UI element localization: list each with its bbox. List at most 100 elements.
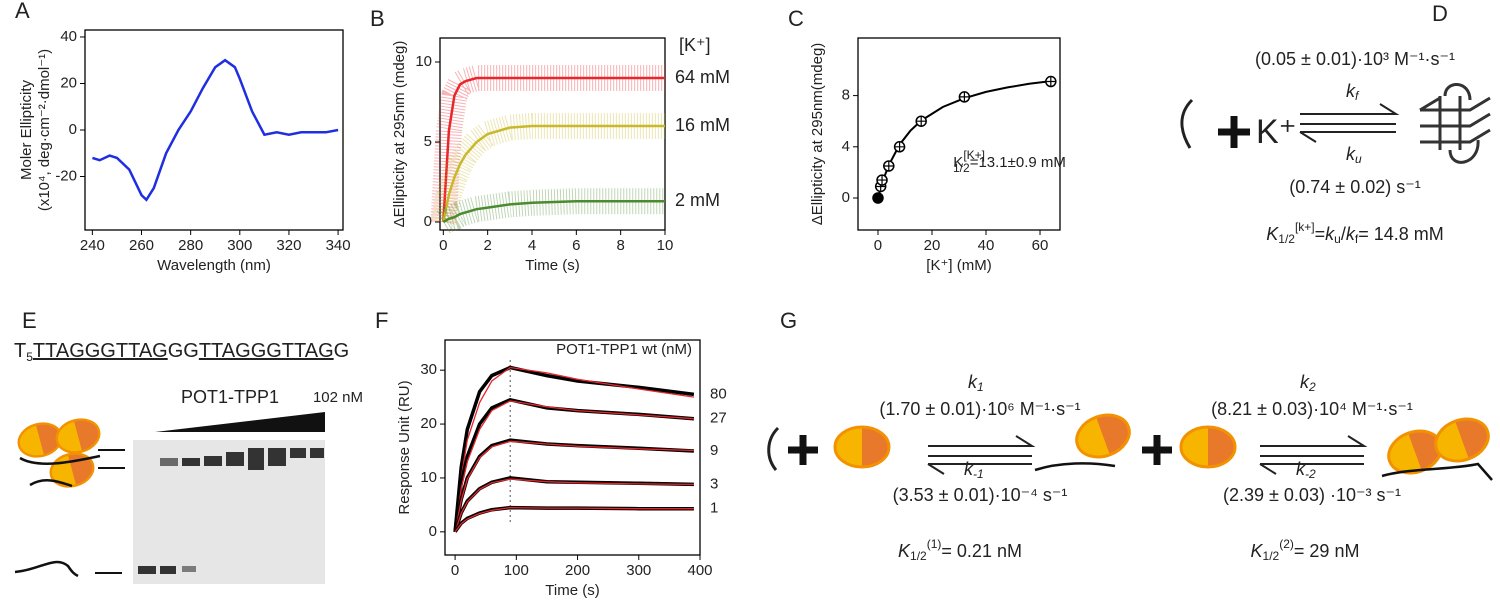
plot-frame xyxy=(857,37,1061,231)
line xyxy=(453,438,694,533)
legend-title: [K⁺] xyxy=(679,35,711,55)
x-tick-label: 0 xyxy=(874,237,882,254)
seq-part: T xyxy=(14,340,26,362)
eq-part: = 29 nM xyxy=(1294,541,1360,561)
protein-label: POT1-TPP1 xyxy=(181,387,279,407)
panel-label: B xyxy=(370,6,385,31)
equilibrium-constant: K1/2(1)= 0.21 nM xyxy=(898,537,1022,563)
rate: (3.53 ± 0.01)·10⁻⁴ s⁻¹ xyxy=(893,485,1068,505)
panel-label: C xyxy=(788,6,804,31)
gel-bands xyxy=(138,448,324,574)
protein xyxy=(835,427,889,467)
fit-line xyxy=(454,400,694,532)
point-cross xyxy=(1045,76,1056,87)
x-tick-label: 4 xyxy=(528,237,536,254)
series-label: 64 mM xyxy=(675,67,730,87)
arrow-fwd xyxy=(1260,435,1368,457)
y-tick-label: 0 xyxy=(429,523,437,540)
x-tick-label: 300 xyxy=(626,562,651,579)
sub: -2 xyxy=(1305,467,1316,481)
plot-frame xyxy=(439,37,666,231)
y-axis-label: (x10⁴, deg·cm⁻²·dmol⁻¹) xyxy=(36,49,53,211)
sequence: T5TTAGGGTTAGGGTTAGGGTTAGG xyxy=(14,340,349,364)
x-tick-label: 260 xyxy=(129,237,154,254)
plus xyxy=(1218,116,1250,148)
protein xyxy=(1181,427,1235,467)
line xyxy=(442,124,665,223)
rate-constant: k-1 xyxy=(964,459,984,481)
panel-e: E T5TTAGGGTTAGGGTTAGGGTTAGG POT1-TPP1 10… xyxy=(14,308,363,584)
line xyxy=(453,505,694,533)
eq-part: u xyxy=(1334,232,1341,246)
seq-part: TTAGGGTTAG xyxy=(33,340,168,362)
plot-frame xyxy=(444,339,701,556)
plus xyxy=(1142,435,1172,465)
rate-constant: kf xyxy=(1346,81,1360,103)
y-axis-label: ΔEllipticity at 295nm (mdeg) xyxy=(391,41,408,228)
x-tick-label: 100 xyxy=(504,562,529,579)
y-tick-label: 8 xyxy=(842,87,850,104)
x-tick-label: 2 xyxy=(483,237,491,254)
x-tick-label: 400 xyxy=(687,562,712,579)
rate-constant: k1 xyxy=(968,372,984,394)
eq-part: k xyxy=(1325,224,1335,244)
rate: (0.74 ± 0.02) s⁻¹ xyxy=(1289,177,1420,197)
eq-part: = xyxy=(1315,224,1326,244)
seq-part: TTAGGGTTAG xyxy=(199,340,334,362)
y-tick-label: 10 xyxy=(420,469,437,486)
fit-line xyxy=(454,478,694,533)
panel-label: E xyxy=(22,308,37,333)
y-axis-label: Response Unit (RU) xyxy=(396,380,413,514)
annotation-part: [K+] xyxy=(963,148,985,162)
seq-part: 5 xyxy=(26,350,33,364)
eq-part: K xyxy=(1266,224,1279,244)
k: k xyxy=(1346,81,1356,101)
series-label: 80 xyxy=(710,385,727,402)
fit-line xyxy=(454,506,694,533)
eq-part: 1/2 xyxy=(910,549,927,563)
annotation-part: 1/2 xyxy=(953,161,970,175)
eq-part: K xyxy=(898,541,911,561)
x-tick-label: 8 xyxy=(616,237,624,254)
x-axis-label: Time (s) xyxy=(545,582,599,599)
line xyxy=(442,76,665,223)
line xyxy=(453,476,694,533)
arrow-rev xyxy=(1299,131,1396,143)
x-tick-label: 340 xyxy=(326,237,351,254)
quadruplex xyxy=(1419,83,1491,164)
series-label: 2 mM xyxy=(675,190,720,210)
y-tick-label: 10 xyxy=(415,53,432,70)
annotation-part: =13.1±0.9 mM xyxy=(970,154,1066,171)
y-tick-label: -20 xyxy=(55,167,77,184)
arrow-rev xyxy=(1259,463,1364,475)
k: k xyxy=(968,372,978,392)
x-axis-label: [K⁺] (mM) xyxy=(926,257,991,274)
y-tick-label: 4 xyxy=(842,138,850,155)
x-tick-label: 40 xyxy=(978,237,995,254)
eq-part: 1/2 xyxy=(1263,549,1280,563)
point xyxy=(872,192,884,204)
point-cross xyxy=(959,91,970,102)
eq-part: / xyxy=(1341,224,1346,244)
x-tick-label: 6 xyxy=(572,237,580,254)
plus xyxy=(788,435,818,465)
strand xyxy=(1381,462,1493,481)
x-tick-label: 280 xyxy=(178,237,203,254)
k: k xyxy=(964,459,974,479)
k: k xyxy=(1300,372,1310,392)
ion: K⁺ xyxy=(1256,113,1297,151)
x-tick-label: 0 xyxy=(451,562,459,579)
x-tick-label: 240 xyxy=(80,237,105,254)
y-tick-label: 40 xyxy=(60,28,77,45)
x-axis-label: Time (s) xyxy=(525,257,579,274)
sub: 1 xyxy=(977,380,984,394)
annotation-part: K xyxy=(953,154,963,171)
eq-part: 1/2 xyxy=(1278,232,1295,246)
sub: u xyxy=(1355,152,1362,166)
panel-label: F xyxy=(375,308,388,333)
eq-part: (2) xyxy=(1279,537,1294,551)
strand xyxy=(1034,462,1116,472)
line xyxy=(442,199,665,224)
fit-line xyxy=(454,440,694,532)
arrow-fwd xyxy=(1300,103,1400,125)
